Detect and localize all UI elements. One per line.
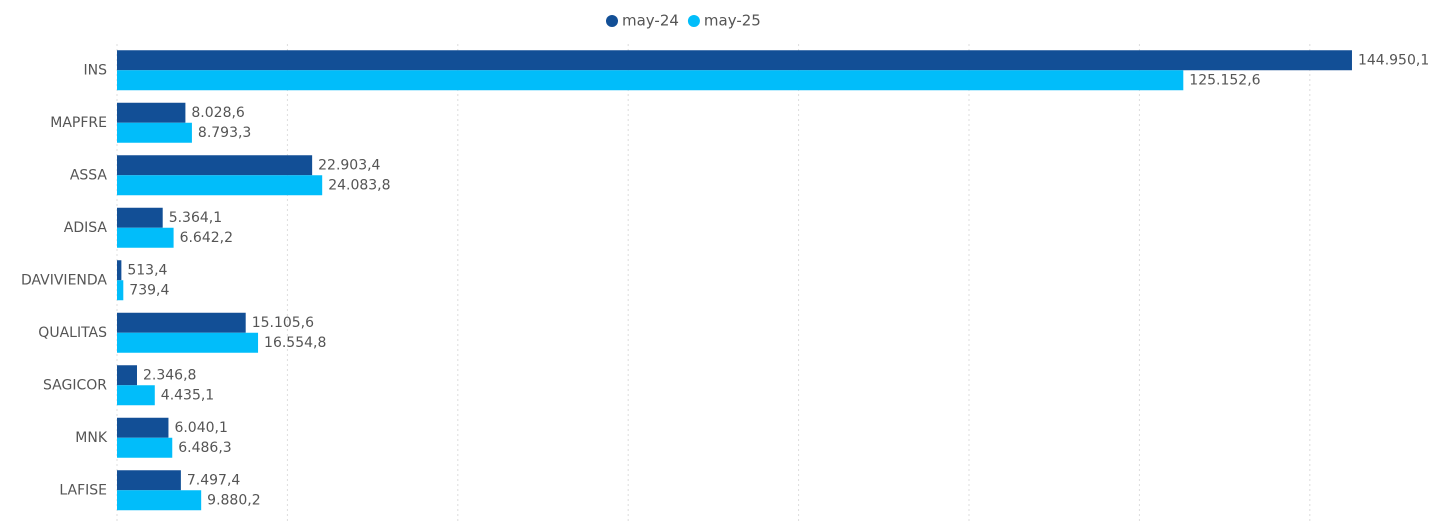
data-label: 125.152,6 [1189,72,1260,88]
data-label: 8.028,6 [191,105,245,121]
legend-marker [606,15,618,27]
data-label: 16.554,8 [264,335,326,351]
y-tick-label: ADISA [64,220,108,236]
data-label: 4.435,1 [161,387,214,403]
y-tick-label: INS [84,62,108,78]
data-label: 22.903,4 [318,157,380,173]
data-label: 2.346,8 [143,367,196,383]
bar [117,50,1352,71]
data-label: 9.880,2 [207,492,260,508]
bar [117,260,122,281]
data-label: 6.486,3 [178,440,231,456]
bar [117,365,137,386]
bar [117,470,181,491]
data-label: 513,4 [127,262,167,278]
bar [117,207,163,228]
bar [117,490,202,511]
data-label: 15.105,6 [252,315,314,331]
data-label: 7.497,4 [187,472,241,488]
data-label: 6.642,2 [180,230,233,246]
bar [117,417,169,438]
y-tick-label: ASSA [70,167,108,183]
legend-label: may-25 [704,12,761,30]
data-label: 5.364,1 [169,210,222,226]
bar [117,227,174,248]
bar [117,102,186,123]
y-tick-label: LAFISE [59,482,107,498]
data-label: 6.040,1 [174,420,227,436]
y-tick-label: QUALITAS [38,325,107,341]
bar [117,280,124,301]
y-tick-label: MNK [75,430,108,446]
bar [117,332,259,353]
y-tick-label: DAVIVIENDA [21,272,107,288]
bar [117,175,323,196]
bar [117,437,173,458]
y-tick-label: MAPFRE [50,115,107,131]
bar [117,155,313,176]
bar [117,122,192,143]
bar [117,70,1184,91]
bar [117,312,246,333]
data-label: 24.083,8 [328,177,390,193]
data-label: 739,4 [129,282,169,298]
y-tick-label: SAGICOR [43,377,107,393]
legend-marker [687,15,700,27]
data-label: 8.793,3 [198,125,251,141]
data-label: 144.950,1 [1358,52,1429,68]
legend-label: may-24 [622,12,679,30]
bar [117,385,155,406]
